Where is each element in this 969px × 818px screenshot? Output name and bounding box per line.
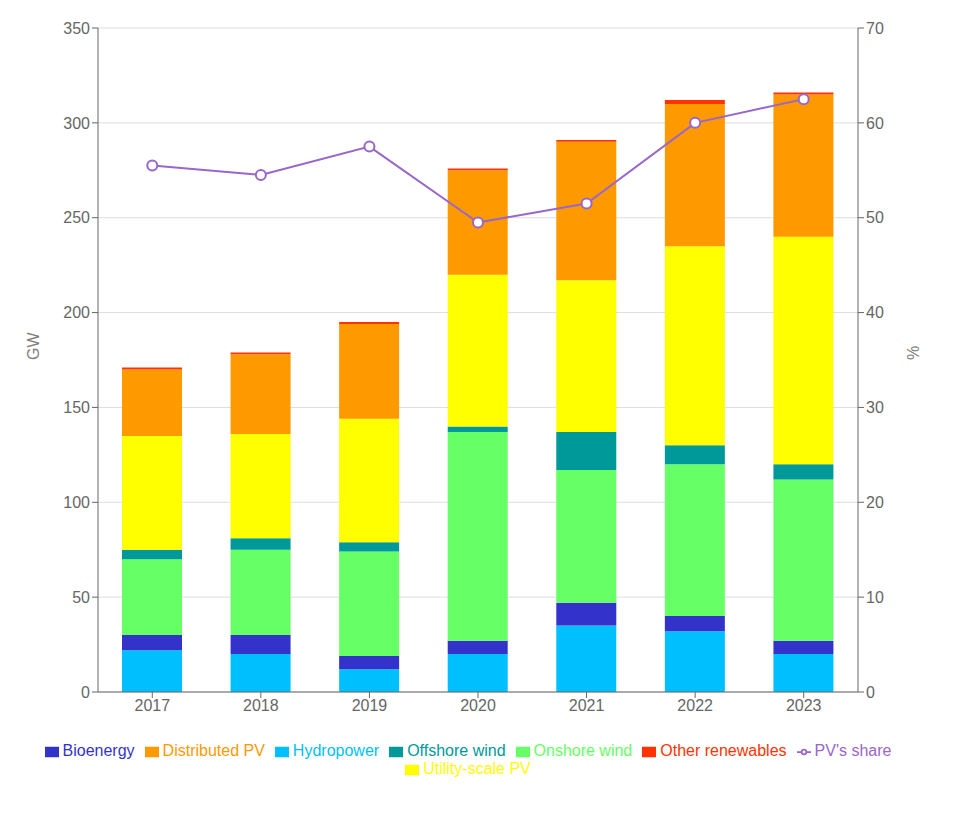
- svg-text:0: 0: [81, 684, 90, 701]
- svg-text:30: 30: [866, 399, 884, 416]
- svg-text:200: 200: [63, 304, 90, 321]
- svg-text:10: 10: [866, 589, 884, 606]
- svg-text:100: 100: [63, 494, 90, 511]
- svg-text:%: %: [904, 346, 921, 360]
- html-text:Onshore wind: Onshore wind: [533, 742, 633, 759]
- svg-text:GW: GW: [25, 332, 42, 360]
- svg-text:2017: 2017: [134, 697, 170, 714]
- svg-text:50: 50: [72, 589, 90, 606]
- svg-text:0: 0: [866, 684, 875, 701]
- svg-text:2018: 2018: [243, 697, 279, 714]
- svg-text:300: 300: [63, 115, 90, 132]
- svg-text:20: 20: [866, 494, 884, 511]
- svg-text:2019: 2019: [352, 697, 388, 714]
- svg-text:70: 70: [866, 20, 884, 37]
- html-text:Offshore wind: Offshore wind: [407, 742, 506, 759]
- svg-text:2020: 2020: [460, 697, 496, 714]
- svg-text:60: 60: [866, 115, 884, 132]
- html-text:Bioenergy: Bioenergy: [62, 742, 135, 759]
- html-text:Other renewables: Other renewables: [660, 742, 787, 759]
- svg-text:2023: 2023: [786, 697, 822, 714]
- svg-text:2022: 2022: [677, 697, 713, 714]
- svg-text:2021: 2021: [569, 697, 605, 714]
- svg-text:150: 150: [63, 399, 90, 416]
- svg-text:250: 250: [63, 209, 90, 226]
- html-text:Distributed PV: Distributed PV: [162, 742, 265, 759]
- html-text:Hydropower: Hydropower: [292, 742, 380, 759]
- svg-text:350: 350: [63, 20, 90, 37]
- html-text:PV's share: PV's share: [814, 742, 892, 759]
- html-text:Utility-scale PV: Utility-scale PV: [423, 760, 531, 777]
- svg-text:50: 50: [866, 209, 884, 226]
- svg-text:40: 40: [866, 304, 884, 321]
